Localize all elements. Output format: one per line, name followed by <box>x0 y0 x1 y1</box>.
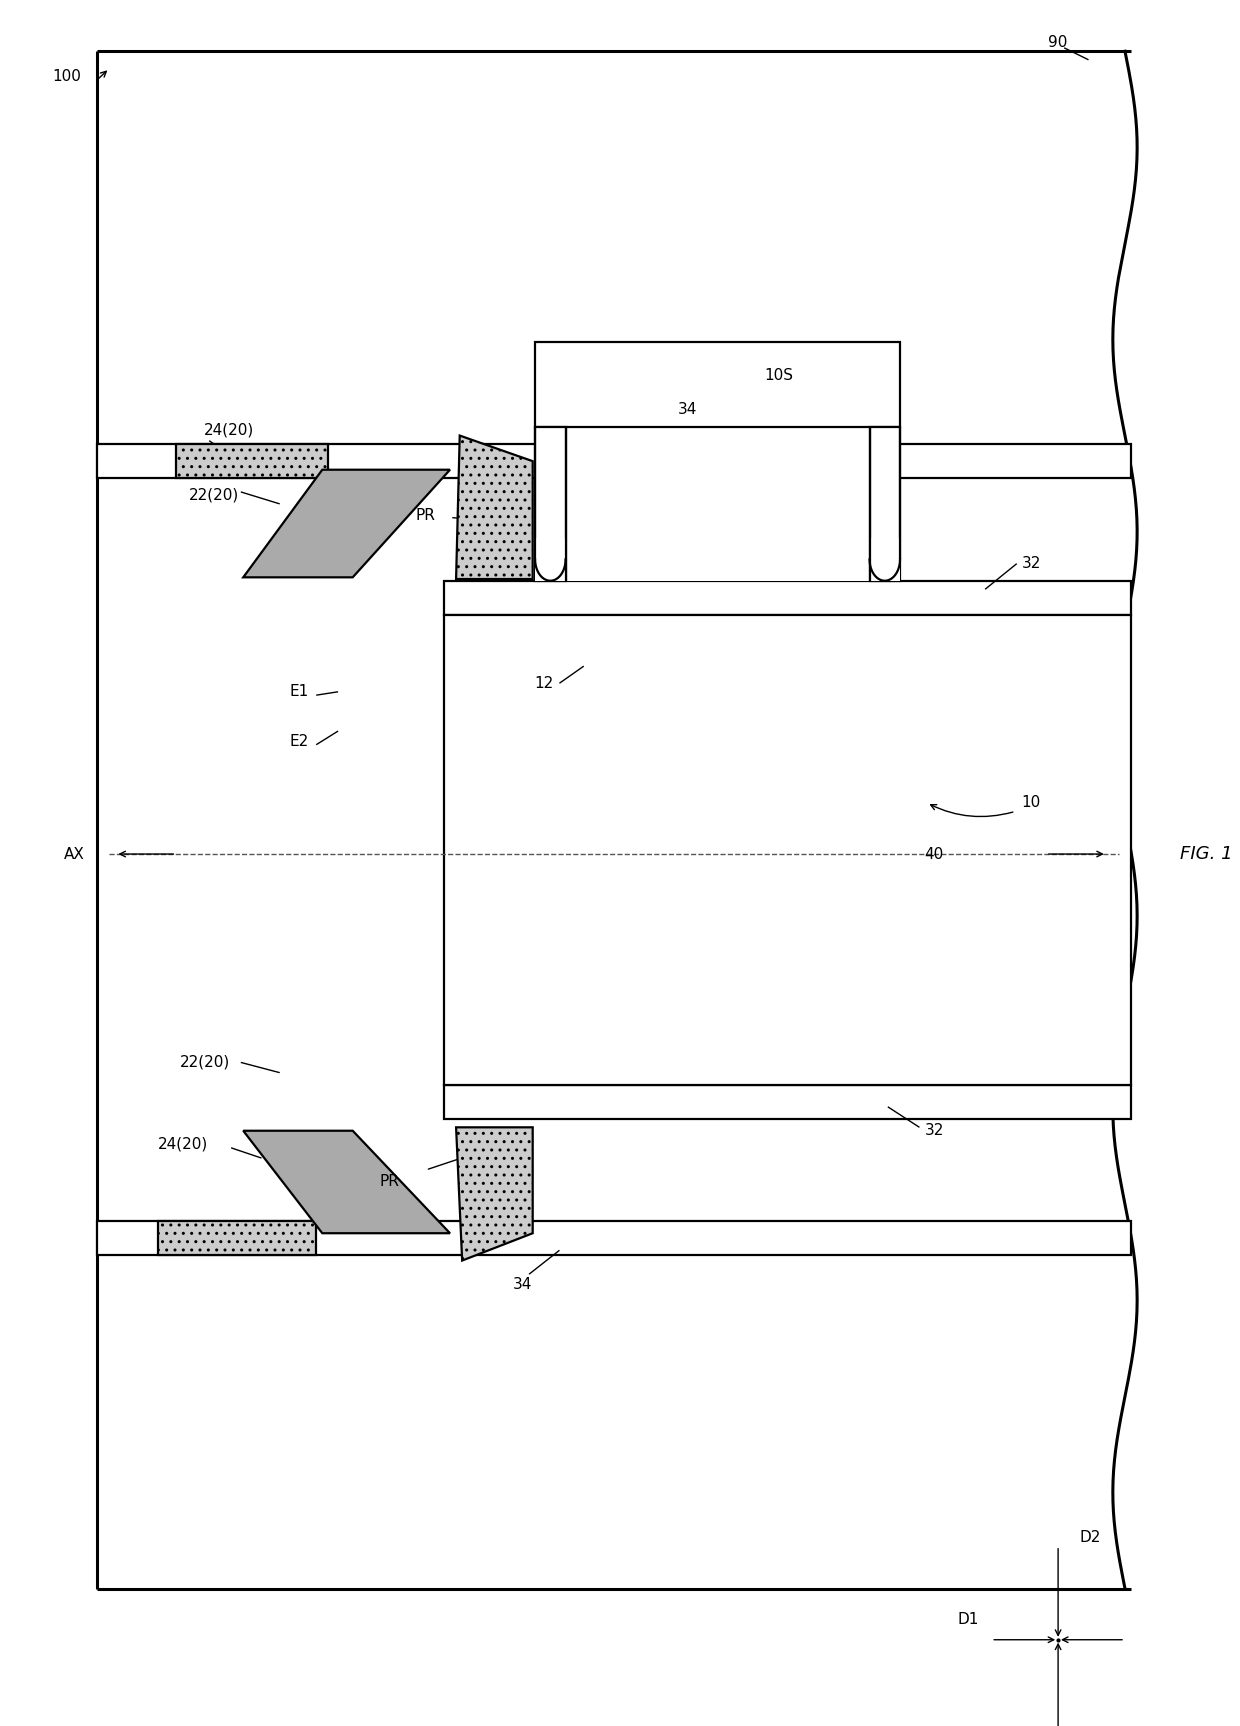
Text: 32: 32 <box>924 1124 944 1137</box>
Text: D2: D2 <box>1080 1529 1101 1545</box>
Text: 22(20): 22(20) <box>180 1055 231 1070</box>
Polygon shape <box>869 426 900 580</box>
Text: PR: PR <box>415 509 435 523</box>
Polygon shape <box>869 539 900 580</box>
Text: 34: 34 <box>513 1277 533 1293</box>
Polygon shape <box>243 469 450 576</box>
Text: D1: D1 <box>957 1612 980 1626</box>
Text: 10S: 10S <box>764 368 792 383</box>
Polygon shape <box>159 1222 316 1255</box>
Polygon shape <box>536 342 900 426</box>
Polygon shape <box>444 580 1131 614</box>
Text: 40: 40 <box>924 846 944 861</box>
Text: 32: 32 <box>1022 556 1042 571</box>
Polygon shape <box>243 1131 450 1232</box>
Polygon shape <box>456 1127 533 1260</box>
Text: 90: 90 <box>1048 35 1068 50</box>
Text: 10: 10 <box>1022 796 1040 809</box>
Text: 12: 12 <box>534 675 553 690</box>
Text: PR: PR <box>379 1174 399 1189</box>
Text: AX: AX <box>64 846 86 861</box>
Text: 34: 34 <box>677 402 697 418</box>
Polygon shape <box>536 426 565 580</box>
Polygon shape <box>97 444 1131 478</box>
Text: 24(20): 24(20) <box>205 423 254 438</box>
Polygon shape <box>536 539 565 580</box>
Text: FIG. 1: FIG. 1 <box>1179 846 1233 863</box>
Text: 100: 100 <box>52 69 82 85</box>
Polygon shape <box>565 426 869 580</box>
Text: E1: E1 <box>289 683 309 699</box>
Polygon shape <box>444 1084 1131 1118</box>
Text: E2: E2 <box>289 734 309 749</box>
Text: 24(20): 24(20) <box>159 1137 208 1151</box>
Text: 22(20): 22(20) <box>188 488 239 502</box>
Polygon shape <box>444 614 1131 1084</box>
Polygon shape <box>176 444 329 478</box>
Polygon shape <box>456 435 533 578</box>
Polygon shape <box>97 1222 1131 1255</box>
